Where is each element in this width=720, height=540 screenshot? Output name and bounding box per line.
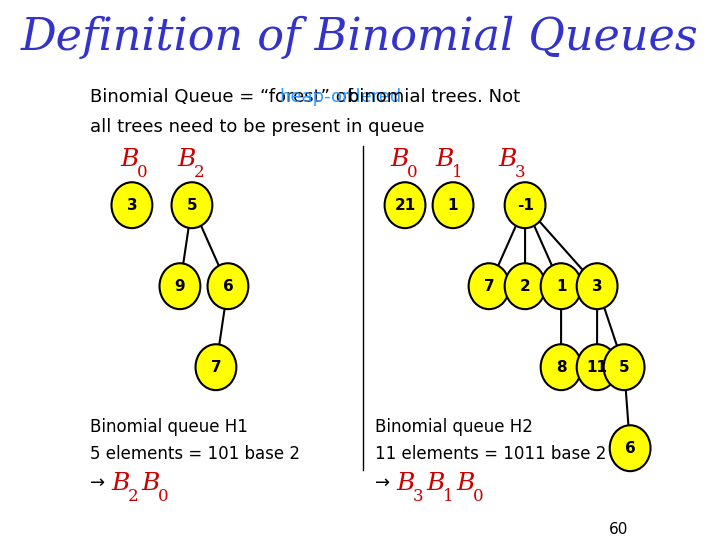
Text: 0: 0 xyxy=(407,164,418,181)
Text: heap-ordered: heap-ordered xyxy=(279,88,401,106)
Text: B: B xyxy=(120,148,138,171)
Text: B: B xyxy=(456,472,474,495)
Text: binomial trees. Not: binomial trees. Not xyxy=(342,88,520,106)
Text: 5: 5 xyxy=(186,198,197,213)
Text: 2: 2 xyxy=(520,279,531,294)
Text: 2: 2 xyxy=(194,164,204,181)
Text: 7: 7 xyxy=(211,360,221,375)
Text: 11 elements = 1011 base 2: 11 elements = 1011 base 2 xyxy=(375,444,606,463)
Text: Binomial queue H1: Binomial queue H1 xyxy=(90,417,248,436)
Text: →: → xyxy=(375,474,390,492)
Ellipse shape xyxy=(469,263,510,309)
Ellipse shape xyxy=(196,345,236,390)
Text: B: B xyxy=(435,148,454,171)
Text: 0: 0 xyxy=(137,164,148,181)
Text: 5 elements = 101 base 2: 5 elements = 101 base 2 xyxy=(90,444,300,463)
Text: 5: 5 xyxy=(618,360,629,375)
Ellipse shape xyxy=(603,345,644,390)
Text: 3: 3 xyxy=(515,164,526,181)
Ellipse shape xyxy=(112,183,153,228)
Ellipse shape xyxy=(207,263,248,309)
Text: B: B xyxy=(141,472,159,495)
Ellipse shape xyxy=(610,426,651,471)
Text: B: B xyxy=(111,472,130,495)
Text: B: B xyxy=(426,472,444,495)
Text: 8: 8 xyxy=(556,360,567,375)
Text: 0: 0 xyxy=(473,488,483,505)
Text: 3: 3 xyxy=(592,279,603,294)
Text: 11: 11 xyxy=(587,360,608,375)
Ellipse shape xyxy=(577,263,618,309)
Text: 2: 2 xyxy=(127,488,138,505)
Text: B: B xyxy=(396,472,415,495)
Ellipse shape xyxy=(577,345,618,390)
Text: -1: -1 xyxy=(517,198,534,213)
Text: 21: 21 xyxy=(395,198,415,213)
Text: Binomial queue H2: Binomial queue H2 xyxy=(375,417,533,436)
Text: 3: 3 xyxy=(127,198,138,213)
Ellipse shape xyxy=(541,345,582,390)
Text: 6: 6 xyxy=(222,279,233,294)
Text: 1: 1 xyxy=(556,279,567,294)
Text: →: → xyxy=(90,474,105,492)
Text: B: B xyxy=(390,148,408,171)
Ellipse shape xyxy=(541,263,582,309)
Ellipse shape xyxy=(505,263,546,309)
Text: 6: 6 xyxy=(625,441,636,456)
Ellipse shape xyxy=(384,183,426,228)
Text: Definition of Binomial Queues: Definition of Binomial Queues xyxy=(21,16,699,59)
Text: 60: 60 xyxy=(608,522,628,537)
Text: 1: 1 xyxy=(452,164,462,181)
Text: 3: 3 xyxy=(413,488,423,505)
Text: all trees need to be present in queue: all trees need to be present in queue xyxy=(90,118,424,136)
Text: B: B xyxy=(177,148,195,171)
Text: 0: 0 xyxy=(158,488,168,505)
Text: 1: 1 xyxy=(443,488,454,505)
Text: 9: 9 xyxy=(175,279,185,294)
Text: 7: 7 xyxy=(484,279,495,294)
Ellipse shape xyxy=(171,183,212,228)
Ellipse shape xyxy=(433,183,474,228)
Ellipse shape xyxy=(160,263,200,309)
Ellipse shape xyxy=(505,183,546,228)
Text: B: B xyxy=(498,148,516,171)
Text: Binomial Queue = “forest” of: Binomial Queue = “forest” of xyxy=(90,88,359,106)
Text: 1: 1 xyxy=(448,198,459,213)
